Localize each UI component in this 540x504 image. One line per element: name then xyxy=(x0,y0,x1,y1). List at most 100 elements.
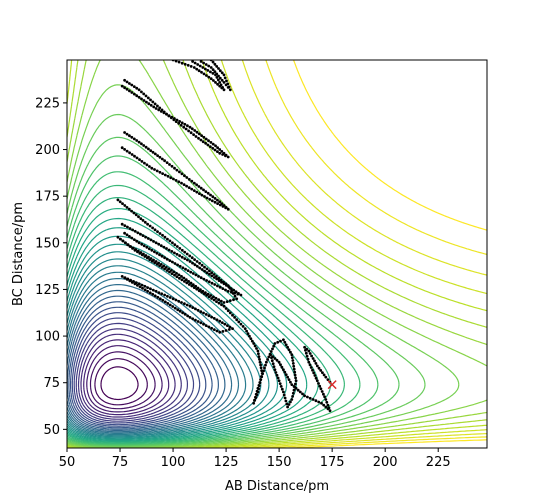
trajectory-point xyxy=(213,62,217,66)
trajectory-point xyxy=(196,320,200,323)
trajectory-point xyxy=(163,300,167,304)
contour-lines xyxy=(67,60,487,448)
trajectory-point xyxy=(290,383,294,386)
trajectory-point xyxy=(318,384,322,388)
trajectory-point xyxy=(140,97,143,101)
trajectory-point xyxy=(226,207,230,211)
trajectory-point xyxy=(220,280,223,284)
trajectory-point xyxy=(133,154,136,158)
contour-line xyxy=(86,345,163,413)
trajectory-point xyxy=(125,233,129,237)
trajectory-point xyxy=(189,131,193,135)
trajectory-point xyxy=(217,67,220,70)
trajectory-point xyxy=(191,60,195,63)
trajectory-point xyxy=(222,301,226,304)
trajectory-point xyxy=(149,149,153,153)
trajectory-point xyxy=(221,86,225,89)
trajectory-point xyxy=(287,348,291,352)
trajectory-point xyxy=(132,92,136,96)
trajectory-point xyxy=(209,77,213,81)
trajectory-point xyxy=(235,318,239,322)
trajectory-point xyxy=(227,328,231,331)
trajectory-point xyxy=(173,273,176,277)
trajectory-point xyxy=(211,142,215,146)
contour-line xyxy=(77,328,182,420)
trajectory-point xyxy=(138,252,142,255)
trajectory-point xyxy=(217,276,221,280)
trajectory-point xyxy=(165,161,169,165)
y-tick-label: 50 xyxy=(43,423,60,438)
trajectory-point xyxy=(153,228,157,232)
trajectory-point xyxy=(144,145,148,149)
trajectory-point xyxy=(202,135,206,139)
trajectory-point xyxy=(216,78,220,82)
trajectory-point xyxy=(201,66,205,69)
trajectory-point xyxy=(143,161,146,165)
trajectory-point xyxy=(193,129,197,132)
trajectory-point xyxy=(211,68,215,71)
trajectory-point xyxy=(218,148,222,151)
trajectory-point xyxy=(204,190,208,194)
trajectory-point xyxy=(182,125,186,129)
contour-line xyxy=(67,60,487,448)
trajectory-point xyxy=(320,390,324,393)
trajectory-point xyxy=(319,387,323,391)
trajectory-point xyxy=(133,282,137,286)
trajectory-point xyxy=(286,405,289,409)
trajectory-point xyxy=(175,272,178,275)
trajectory-point xyxy=(177,122,181,125)
trajectory-point xyxy=(183,257,187,260)
trajectory-point xyxy=(215,277,219,281)
trajectory-point xyxy=(147,102,151,106)
trajectory-point xyxy=(294,386,298,390)
contour-line xyxy=(83,339,170,416)
trajectory-point xyxy=(183,122,187,126)
trajectory-point xyxy=(153,168,156,171)
trajectory-point xyxy=(128,227,132,230)
trajectory-point xyxy=(120,146,124,150)
trajectory-point xyxy=(286,375,289,379)
contour-line xyxy=(67,60,487,448)
trajectory-point xyxy=(232,298,235,302)
trajectory-point xyxy=(221,330,225,333)
trajectory-point xyxy=(212,317,216,320)
contour-line xyxy=(67,208,319,443)
trajectory-point xyxy=(192,66,196,69)
trajectory-point xyxy=(157,242,161,246)
trajectory-point xyxy=(191,261,194,265)
trajectory-point xyxy=(123,241,127,245)
trajectory-point xyxy=(210,271,214,275)
trajectory-point xyxy=(290,356,294,359)
trajectory-point xyxy=(220,202,224,206)
trajectory-point xyxy=(310,354,313,358)
trajectory-point xyxy=(313,374,317,377)
trajectory-point xyxy=(177,60,181,64)
trajectory-point xyxy=(183,280,186,283)
trajectory-point xyxy=(272,365,276,369)
trajectory-point xyxy=(180,172,184,176)
trajectory-point xyxy=(217,301,221,305)
trajectory-point xyxy=(149,98,152,102)
trajectory-point xyxy=(216,284,219,288)
trajectory-point xyxy=(185,184,189,188)
trajectory-point xyxy=(195,287,199,291)
trajectory-point xyxy=(226,309,230,313)
trajectory-point xyxy=(279,363,282,367)
trajectory-point xyxy=(123,78,126,82)
trajectory-point xyxy=(314,362,318,365)
trajectory-point xyxy=(120,275,124,278)
trajectory-point xyxy=(306,395,309,399)
x-tick-label: 200 xyxy=(373,455,398,470)
trajectory-point xyxy=(132,238,136,242)
trajectory-point xyxy=(201,140,205,144)
trajectory-point xyxy=(214,296,218,300)
trajectory-point xyxy=(205,279,209,282)
trajectory-point xyxy=(203,269,207,273)
trajectory-point xyxy=(205,74,208,77)
x-axis-label: AB Distance/pm xyxy=(225,479,329,494)
trajectory-point xyxy=(239,293,243,297)
trajectory-point xyxy=(231,327,234,330)
trajectory-point xyxy=(197,289,201,293)
trajectory-point xyxy=(227,285,231,289)
